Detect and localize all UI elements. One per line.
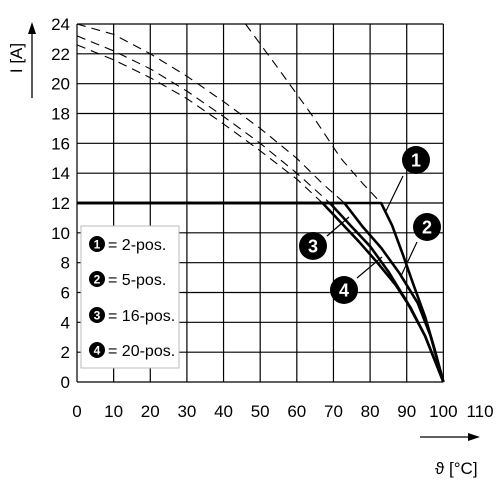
x-axis-arrow-head — [468, 433, 480, 441]
legend-marker-label-4: 4 — [94, 344, 101, 358]
x-tick-label: 40 — [214, 402, 233, 421]
y-axis-title-group: I [A] — [7, 22, 36, 98]
y-tick-label: 24 — [51, 15, 70, 34]
callout-label-4: 4 — [339, 281, 349, 301]
x-tick-label: 90 — [397, 402, 416, 421]
y-tick-label: 14 — [51, 164, 70, 183]
series-4-solid — [77, 201, 445, 383]
legend-label-2: = 5-pos. — [108, 272, 166, 289]
callout-3: 3 — [299, 216, 350, 260]
y-tick-label: 10 — [51, 224, 70, 243]
callouts: 1 2 3 4 — [299, 146, 441, 304]
y-axis-title: I [A] — [7, 43, 26, 73]
callout-marker-3 — [299, 232, 327, 260]
x-axis-title-group: ϑ [°C] — [420, 433, 480, 478]
legend-marker-label-1: 1 — [94, 238, 101, 252]
y-tick-label: 2 — [61, 343, 70, 362]
legend-label-4: = 20-pos. — [108, 343, 175, 360]
y-tick-label: 22 — [51, 45, 70, 64]
x-tick-label: 30 — [177, 402, 196, 421]
callout-leader-1 — [384, 175, 404, 214]
legend-marker-2 — [89, 271, 105, 287]
x-tick-label: 10 — [104, 402, 123, 421]
legend-item-2: 2 = 5-pos. — [89, 271, 166, 289]
y-tick-label: 0 — [61, 373, 70, 392]
series-2-dashed — [76, 23, 345, 204]
y-axis-arrow-head — [28, 22, 36, 34]
y-tick-label: 18 — [51, 105, 70, 124]
series-3-dashed — [76, 35, 331, 204]
x-tick-label: 80 — [361, 402, 380, 421]
x-axis-title: ϑ [°C] — [435, 459, 478, 478]
callout-leader-3 — [326, 216, 350, 237]
callout-marker-2 — [413, 213, 441, 241]
callout-label-3: 3 — [308, 237, 318, 257]
legend-label-3: = 16-pos. — [108, 308, 175, 325]
y-tick-label: 4 — [61, 313, 70, 332]
callout-2: 2 — [400, 213, 441, 277]
series-2-solid — [77, 201, 445, 383]
callout-label-1: 1 — [411, 151, 421, 171]
legend-label-1: = 2-pos. — [108, 237, 166, 254]
series-4-dashed — [76, 44, 323, 204]
y-tick-label: 20 — [51, 75, 70, 94]
callout-1: 1 — [384, 146, 430, 214]
callout-leader-4 — [356, 256, 383, 279]
y-tick-label: 12 — [51, 194, 70, 213]
callout-marker-4 — [330, 276, 358, 304]
legend-marker-label-3: 3 — [94, 309, 101, 323]
x-tick-label: 70 — [324, 402, 343, 421]
callout-leader-2 — [400, 241, 418, 277]
x-tick-label: 110 — [466, 402, 493, 421]
x-tick-label: 60 — [287, 402, 306, 421]
series-1-dashed — [245, 23, 382, 204]
legend-marker-1 — [89, 236, 105, 252]
x-tick-label: 100 — [429, 402, 457, 421]
legend: 1 = 2-pos. 2 = 5-pos. 3 = 16-pos. 4 = 20… — [80, 225, 180, 369]
series-lines — [76, 23, 445, 383]
x-tick-label: 0 — [72, 402, 81, 421]
y-tick-label: 6 — [61, 284, 70, 303]
callout-4: 4 — [330, 256, 383, 304]
legend-marker-4 — [89, 342, 105, 358]
legend-marker-3 — [89, 307, 105, 323]
y-tick-label: 8 — [61, 254, 70, 273]
legend-item-3: 3 = 16-pos. — [89, 307, 175, 325]
callout-marker-1 — [402, 146, 430, 174]
legend-item-1: 1 = 2-pos. — [89, 236, 166, 254]
x-tick-label: 20 — [141, 402, 160, 421]
legend-marker-label-2: 2 — [94, 273, 101, 287]
legend-item-4: 4 = 20-pos. — [89, 342, 175, 360]
x-tick-label: 50 — [251, 402, 270, 421]
tick-labels: 0 10 20 30 40 50 60 70 80 90 100 110024681012141618… — [51, 15, 493, 421]
callout-label-2: 2 — [422, 218, 432, 238]
y-tick-label: 16 — [51, 134, 70, 153]
